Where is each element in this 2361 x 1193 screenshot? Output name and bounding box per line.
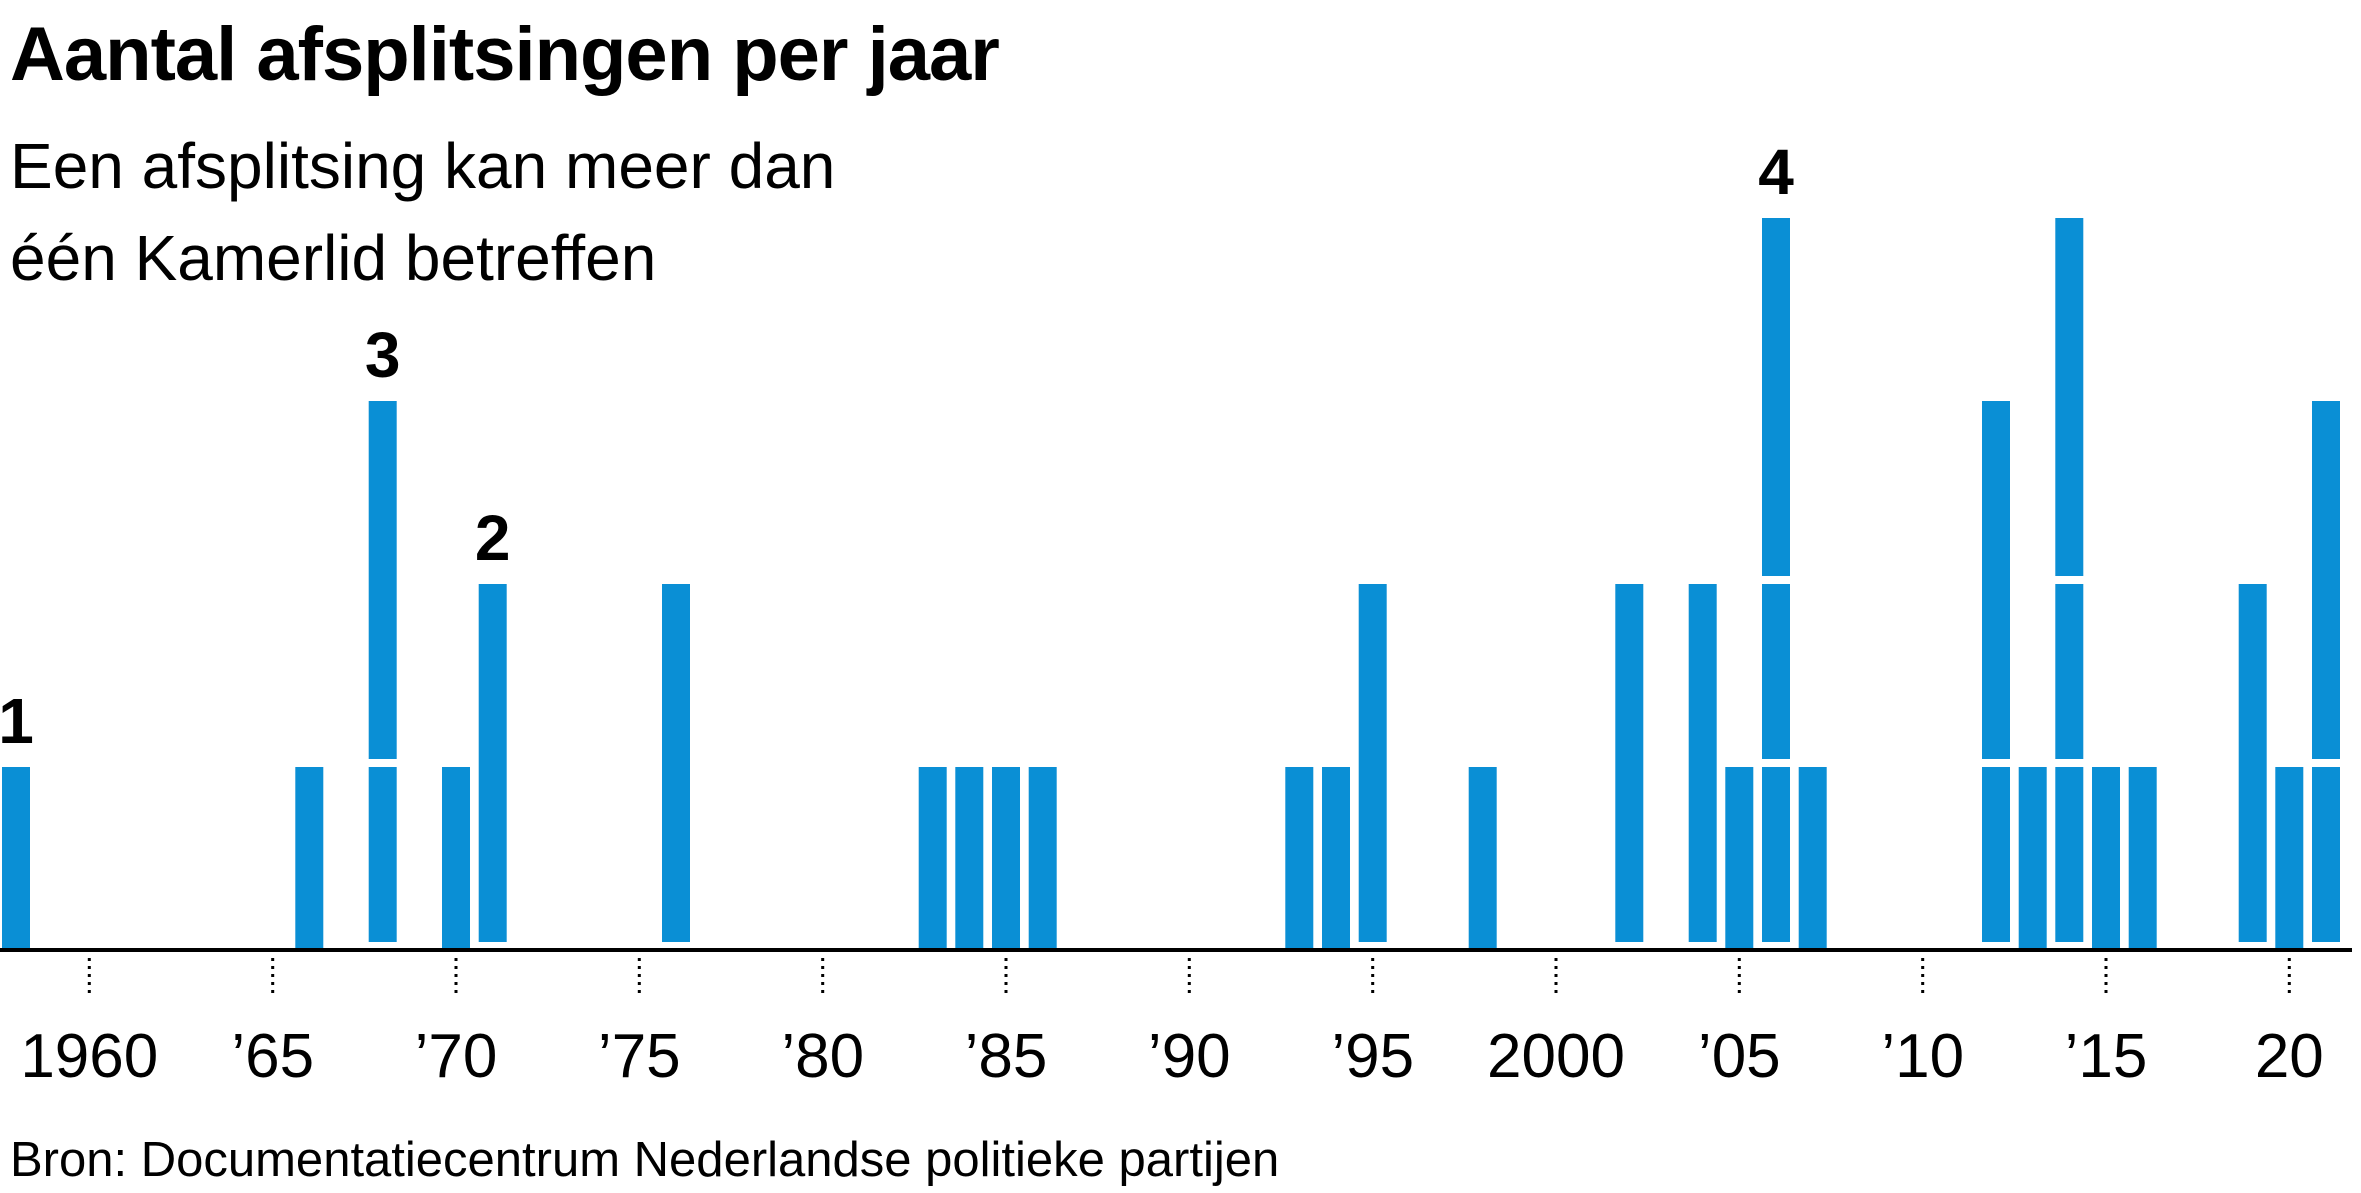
bar-segment bbox=[1982, 767, 2010, 942]
bar-1976 bbox=[662, 584, 690, 942]
value-label: 2 bbox=[475, 502, 511, 574]
bar-segment bbox=[2312, 584, 2340, 759]
bar-segment bbox=[1725, 767, 1754, 950]
bar-1966 bbox=[295, 767, 324, 950]
bar-segment bbox=[1982, 584, 2010, 759]
chart-subtitle-line-2: één Kamerlid betreffen bbox=[10, 222, 656, 294]
x-tick-label: ’95 bbox=[1331, 1022, 1414, 1091]
bar-segment bbox=[368, 767, 397, 942]
bar-1983 bbox=[918, 767, 947, 950]
x-tick-label: ’05 bbox=[1698, 1022, 1781, 1091]
bar-segment bbox=[2312, 767, 2340, 942]
bar-1993 bbox=[1285, 767, 1314, 950]
bar-segment bbox=[2018, 767, 2047, 950]
bar-2006 bbox=[1762, 218, 1790, 942]
bar-1985 bbox=[992, 767, 1020, 950]
bar-segment bbox=[1762, 218, 1790, 401]
value-label: 4 bbox=[1758, 136, 1794, 208]
value-label: 1 bbox=[0, 685, 34, 757]
bar-segment bbox=[918, 767, 947, 950]
bar-2016 bbox=[2128, 767, 2157, 950]
bar-segment bbox=[2238, 767, 2267, 942]
chart-title: Aantal afsplitsingen per jaar bbox=[10, 12, 999, 97]
bar-segment bbox=[2312, 401, 2340, 584]
bar-segment bbox=[1285, 767, 1314, 950]
bar-segment bbox=[2055, 401, 2084, 576]
bar-2019 bbox=[2238, 584, 2267, 942]
bar-segment bbox=[368, 584, 397, 759]
bar-segment bbox=[1028, 767, 1057, 950]
x-tick-label: 20 bbox=[2255, 1022, 2324, 1091]
bar-1970 bbox=[442, 767, 470, 950]
bar-2020 bbox=[2275, 767, 2304, 950]
bar-segment bbox=[1762, 584, 1790, 759]
bar-2015 bbox=[2092, 767, 2120, 950]
bar-2007 bbox=[1798, 767, 1827, 950]
bar-segment bbox=[662, 767, 690, 942]
x-tick-label: ’15 bbox=[2065, 1022, 2148, 1091]
x-tick-label: 2000 bbox=[1487, 1022, 1625, 1091]
bar-1998 bbox=[1468, 767, 1497, 950]
bar-segment bbox=[2275, 767, 2304, 950]
bar-segment bbox=[1358, 767, 1387, 942]
bar-segment bbox=[955, 767, 984, 950]
bar-segment bbox=[478, 767, 507, 942]
bar-segment bbox=[1762, 767, 1790, 942]
bar-segment bbox=[1798, 767, 1827, 950]
bar-segment bbox=[2238, 584, 2267, 767]
bar-2012 bbox=[1982, 401, 2010, 942]
bar-2013 bbox=[2018, 767, 2047, 950]
bar-1971 bbox=[478, 584, 507, 942]
bar-segment bbox=[1468, 767, 1497, 950]
x-axis-tick-labels: 1960 ’65 ’70 ’75 ’80 ’85 ’90 ’95 2000 ’05 ’10 ’15 20 bbox=[20, 1022, 2323, 1091]
bar-segment bbox=[1615, 584, 1644, 767]
bar-2002 bbox=[1615, 584, 1644, 942]
bar-segment bbox=[478, 584, 507, 767]
bar-segment bbox=[2055, 584, 2084, 759]
bar-segment bbox=[2, 767, 30, 950]
bar-segment bbox=[1358, 584, 1387, 767]
bar-1958 bbox=[2, 767, 30, 950]
x-tick-label: ’65 bbox=[231, 1022, 314, 1091]
bar-segment bbox=[442, 767, 470, 950]
chart-subtitle-line-1: Een afsplitsing kan meer dan bbox=[10, 130, 835, 202]
x-axis-ticks bbox=[87, 958, 2291, 998]
bar-segment bbox=[1982, 401, 2010, 584]
bar-1986 bbox=[1028, 767, 1057, 950]
x-tick-label: 1960 bbox=[20, 1022, 158, 1091]
bar-segment bbox=[2055, 767, 2084, 942]
bar-segment bbox=[2092, 767, 2120, 950]
bar-1968 bbox=[368, 401, 397, 942]
value-label: 3 bbox=[365, 319, 401, 391]
x-tick-label: ’75 bbox=[598, 1022, 681, 1091]
x-tick-label: ’10 bbox=[1881, 1022, 1964, 1091]
bar-1994 bbox=[1322, 767, 1350, 950]
x-tick-label: ’90 bbox=[1148, 1022, 1231, 1091]
bar-2021 bbox=[2312, 401, 2340, 942]
bar-segment bbox=[1762, 401, 1790, 576]
bar-segment bbox=[1615, 767, 1644, 942]
bars bbox=[2, 218, 2340, 950]
bar-segment bbox=[368, 401, 397, 584]
bar-segment bbox=[1688, 584, 1717, 767]
bar-segment bbox=[2128, 767, 2157, 950]
bar-segment bbox=[1688, 767, 1717, 942]
bar-1995 bbox=[1358, 584, 1387, 942]
bar-segment bbox=[295, 767, 324, 950]
bar-2005 bbox=[1725, 767, 1754, 950]
bar-2004 bbox=[1688, 584, 1717, 942]
x-tick-label: ’85 bbox=[965, 1022, 1048, 1091]
bar-segment bbox=[662, 584, 690, 767]
value-labels: 1 3 2 4 bbox=[0, 136, 1794, 757]
bar-1984 bbox=[955, 767, 984, 950]
chart-source: Bron: Documentatiecentrum Nederlandse po… bbox=[10, 1133, 1279, 1187]
bar-segment bbox=[1322, 767, 1350, 950]
bar-segment bbox=[992, 767, 1020, 950]
x-tick-label: ’80 bbox=[781, 1022, 864, 1091]
x-tick-label: ’70 bbox=[415, 1022, 498, 1091]
bar-segment bbox=[2055, 218, 2084, 401]
bar-2014 bbox=[2055, 218, 2084, 942]
